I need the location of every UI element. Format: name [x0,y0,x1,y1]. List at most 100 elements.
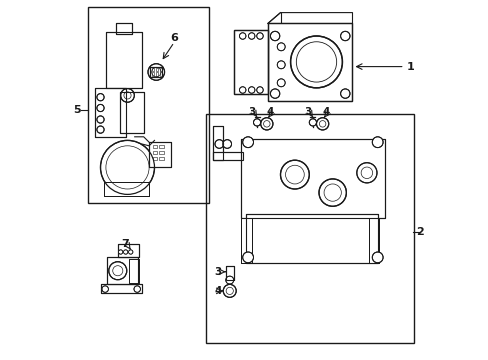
Bar [159,72,162,76]
Circle shape [225,276,233,284]
Circle shape [101,140,154,194]
Bar [104,182,149,196]
Circle shape [108,262,126,280]
Bar [225,266,233,280]
Text: 4: 4 [322,107,329,117]
Bar [116,23,132,34]
Circle shape [256,33,263,39]
Bar [267,23,352,101]
Bar [368,218,379,263]
Circle shape [309,119,316,126]
Circle shape [318,179,346,206]
Bar [159,151,163,154]
Circle shape [97,104,104,112]
Circle shape [239,87,245,93]
Circle shape [223,140,231,148]
Text: 3: 3 [214,267,221,277]
Circle shape [128,250,133,254]
Circle shape [277,61,285,69]
Bar [159,145,163,148]
Circle shape [223,284,236,297]
Circle shape [239,33,245,39]
Bar [205,114,413,343]
Bar [246,214,377,263]
Bar [101,284,142,293]
Bar [156,72,158,76]
Circle shape [97,94,104,101]
Bar [241,218,251,263]
Text: 7: 7 [121,239,129,249]
Bar [149,142,170,167]
Bar [152,72,154,76]
Bar [212,126,223,160]
Bar [159,68,162,71]
Bar [107,257,137,284]
Bar [149,142,170,167]
Bar [212,152,243,160]
Bar [212,152,243,160]
Bar [241,139,384,218]
Circle shape [248,33,254,39]
Bar [152,151,157,154]
Circle shape [371,252,382,263]
Bar [101,284,142,293]
Bar [150,67,162,77]
Bar [241,218,251,263]
Circle shape [277,79,285,87]
Bar [234,30,267,94]
Bar [95,88,125,137]
Text: 2: 2 [415,227,423,237]
Bar [225,266,233,280]
Circle shape [371,137,382,148]
Circle shape [242,137,253,148]
Circle shape [270,89,279,98]
Circle shape [340,89,349,98]
Bar [152,157,157,160]
Circle shape [97,126,104,133]
Bar [88,7,208,203]
Circle shape [97,116,104,123]
Bar [120,92,143,133]
Bar [152,145,157,148]
Bar [120,92,143,133]
Circle shape [118,250,122,254]
Bar [106,32,142,88]
Bar [107,257,137,284]
Circle shape [280,160,309,189]
Circle shape [242,252,253,263]
Bar [150,67,162,77]
Circle shape [148,64,164,80]
Circle shape [102,286,108,292]
Circle shape [290,36,342,88]
Text: 4: 4 [266,107,274,117]
Circle shape [256,87,263,93]
Bar [212,126,223,160]
Text: 1: 1 [406,62,413,72]
Circle shape [270,31,279,41]
Text: 6: 6 [170,33,178,43]
Circle shape [253,119,260,126]
Circle shape [356,163,376,183]
Bar [267,23,352,101]
Circle shape [134,286,140,292]
Bar [129,259,139,283]
Bar [129,259,139,283]
Circle shape [316,118,328,130]
Circle shape [340,31,349,41]
Bar [246,214,377,263]
Bar [368,218,379,263]
Circle shape [123,250,127,254]
Bar [104,182,149,196]
Circle shape [260,118,272,130]
Bar [95,88,125,137]
Bar [118,244,139,257]
Bar [118,244,139,257]
Bar [116,23,132,34]
Bar [234,30,267,94]
Bar [241,139,384,218]
Text: 5: 5 [73,105,81,115]
Circle shape [121,89,134,102]
Bar [106,32,142,88]
Text: 3: 3 [248,107,256,117]
Circle shape [277,43,285,51]
